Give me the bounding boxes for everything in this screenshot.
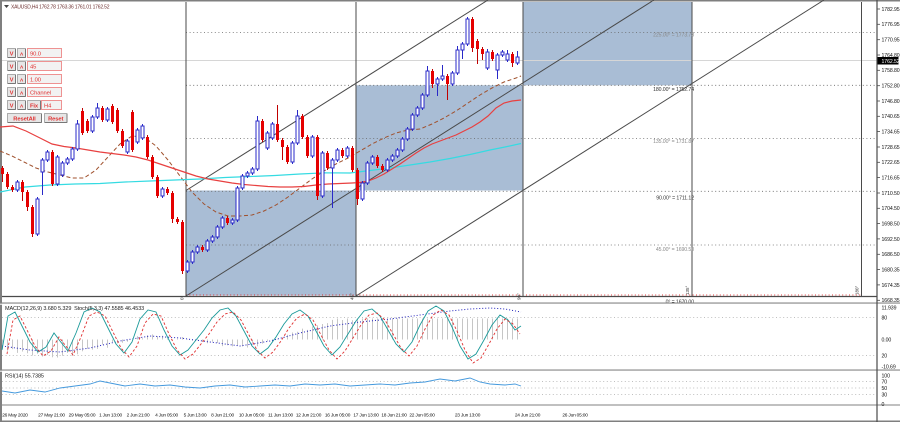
svg-text:10 Jun 05:00: 10 Jun 05:00	[239, 413, 265, 419]
svg-text:1680.35: 1680.35	[882, 268, 900, 274]
svg-text:45.00° = 1690.50: 45.00° = 1690.50	[656, 247, 694, 253]
svg-text:1.00: 1.00	[30, 77, 41, 83]
svg-text:12 Jun 21:00: 12 Jun 21:00	[296, 413, 322, 419]
svg-text:ResetAll: ResetAll	[13, 116, 36, 122]
svg-text:2 Jun 21:00: 2 Jun 21:00	[127, 413, 150, 419]
svg-text:Fix: Fix	[30, 103, 39, 109]
svg-text:27 May 21:00: 27 May 21:00	[38, 413, 65, 419]
svg-text:17 Jun 13:00: 17 Jun 13:00	[353, 413, 379, 419]
svg-text:30: 30	[882, 393, 888, 399]
svg-text:26 May 2020: 26 May 2020	[2, 413, 28, 419]
svg-text:90.00° = 1711.12: 90.00° = 1711.12	[656, 195, 694, 201]
svg-text:18 Jun 21:00: 18 Jun 21:00	[381, 413, 407, 419]
svg-text:45°: 45°	[350, 293, 355, 300]
svg-text:Channel: Channel	[30, 90, 51, 96]
svg-text:Reset: Reset	[48, 116, 63, 122]
svg-text:1704.50: 1704.50	[882, 206, 900, 212]
svg-text:135.00° = 1731.87: 135.00° = 1731.87	[653, 139, 694, 145]
svg-text:1776.95: 1776.95	[882, 22, 900, 28]
svg-text:V: V	[10, 51, 14, 57]
svg-text:1698.50: 1698.50	[882, 222, 900, 228]
svg-text:5 Jun 13:00: 5 Jun 13:00	[184, 413, 207, 419]
svg-text:1722.65: 1722.65	[882, 160, 900, 166]
svg-text:24 Jun 21:00: 24 Jun 21:00	[515, 413, 541, 419]
svg-text:4 Jun 05:00: 4 Jun 05:00	[155, 413, 178, 419]
svg-text:70: 70	[882, 379, 888, 385]
svg-text:V: V	[10, 90, 14, 96]
svg-text:0° = 1670.00: 0° = 1670.00	[666, 299, 695, 305]
svg-text:1752.80: 1752.80	[882, 84, 900, 90]
svg-text:Λ: Λ	[20, 90, 24, 96]
svg-text:V: V	[10, 64, 14, 70]
svg-text:0.00: 0.00	[882, 337, 892, 343]
svg-text:29 May 05:00: 29 May 05:00	[69, 413, 96, 419]
svg-text:16 Jun 05:00: 16 Jun 05:00	[325, 413, 351, 419]
svg-text:1746.80: 1746.80	[882, 99, 900, 105]
svg-text:1692.50: 1692.50	[882, 237, 900, 243]
svg-text:MACD(12,26,9) 3.680 5.329 Sto: MACD(12,26,9) 3.680 5.329 Stoch(5,3,3) 4…	[5, 306, 144, 312]
svg-text:45: 45	[30, 64, 36, 70]
svg-text:Λ: Λ	[20, 51, 24, 57]
svg-text:11 Jun 13:00: 11 Jun 13:00	[268, 413, 294, 419]
svg-text:Λ: Λ	[20, 64, 24, 70]
svg-text:1710.50: 1710.50	[882, 191, 900, 197]
svg-text:80: 80	[882, 315, 888, 321]
svg-text:0°: 0°	[180, 295, 185, 300]
svg-text:1782.95: 1782.95	[882, 7, 900, 13]
svg-text:22 Jun 05:00: 22 Jun 05:00	[409, 413, 435, 419]
svg-text:H4: H4	[44, 103, 52, 109]
svg-text:225.00° = 1773.73: 225.00° = 1773.73	[653, 32, 694, 38]
svg-text:90°: 90°	[517, 293, 522, 300]
svg-text:26 Jun 05:00: 26 Jun 05:00	[562, 413, 588, 419]
svg-text:-10.69: -10.69	[882, 364, 896, 370]
svg-text:1686.50: 1686.50	[882, 252, 900, 258]
svg-text:1 Jun 13:00: 1 Jun 13:00	[99, 413, 122, 419]
svg-text:V: V	[10, 77, 14, 83]
svg-text:180°: 180°	[855, 285, 860, 295]
svg-text:1728.65: 1728.65	[882, 145, 900, 151]
svg-text:11.939: 11.939	[882, 305, 897, 311]
svg-text:RSI(14) 55.7385: RSI(14) 55.7385	[5, 374, 44, 380]
svg-text:50: 50	[882, 386, 888, 392]
svg-text:1764.80: 1764.80	[882, 53, 900, 59]
svg-text:1716.65: 1716.65	[882, 176, 900, 182]
svg-text:180.00° = 1752.74: 180.00° = 1752.74	[653, 87, 694, 93]
svg-text:135°: 135°	[685, 285, 690, 295]
svg-text:1668.35: 1668.35	[882, 298, 900, 304]
svg-text:XAUUSD,H4 1762.78 1763.36 176: XAUUSD,H4 1762.78 1763.36 1761.01 1762.5…	[11, 5, 110, 11]
svg-text:1770.95: 1770.95	[882, 38, 900, 44]
svg-text:V: V	[10, 103, 14, 109]
svg-text:Λ: Λ	[20, 77, 24, 83]
svg-text:1758.80: 1758.80	[882, 68, 900, 74]
svg-text:1734.65: 1734.65	[882, 130, 900, 136]
svg-text:Λ: Λ	[20, 103, 24, 109]
svg-text:90.0: 90.0	[30, 51, 41, 57]
svg-text:1762.52: 1762.52	[882, 59, 900, 65]
svg-text:1674.35: 1674.35	[882, 283, 900, 289]
svg-text:8 Jun 21:00: 8 Jun 21:00	[211, 413, 234, 419]
svg-text:20: 20	[882, 353, 888, 359]
svg-text:1740.65: 1740.65	[882, 114, 900, 120]
svg-text:100: 100	[882, 373, 891, 379]
svg-text:23 Jun 13:00: 23 Jun 13:00	[455, 413, 481, 419]
svg-text:0: 0	[882, 402, 885, 408]
